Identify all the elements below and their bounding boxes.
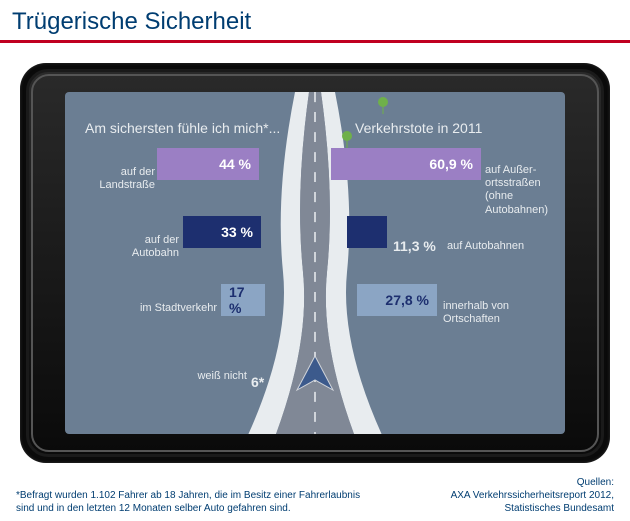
device-screen: Am sichersten fühle ich mich*... Verkehr… <box>65 92 565 434</box>
sources-footnote: Quellen: AXA Verkehrssicherheitsreport 2… <box>394 476 614 515</box>
label-urban-right: innerhalb vonOrtschaften <box>443 300 509 326</box>
screen-content: Am sichersten fühle ich mich*... Verkehr… <box>65 92 565 434</box>
value-left-autobahn: 33 % <box>221 224 253 240</box>
value-left-country-road: 44 % <box>219 156 251 172</box>
bar-right-rural: 60,9 % <box>331 148 481 180</box>
value-left-urban: 17 % <box>229 284 257 316</box>
label-autobahn-left: auf derAutobahn <box>65 234 179 260</box>
gps-device-frame: Am sichersten fühle ich mich*... Verkehr… <box>20 63 610 463</box>
device-bezel: Am sichersten fühle ich mich*... Verkehr… <box>26 69 604 457</box>
value-right-autobahn: 11,3 % <box>393 238 436 254</box>
balloon-icon <box>377 96 389 114</box>
page-title: Trügerische Sicherheit <box>12 8 618 36</box>
nav-arrow-icon <box>295 354 335 394</box>
label-unknown: weiß nicht <box>65 370 247 383</box>
value-unknown: 6* <box>251 374 264 390</box>
balloon-icon <box>341 130 353 148</box>
bar-left-country-road: 44 % <box>157 148 259 180</box>
bar-right-urban: 27,8 % <box>357 284 437 316</box>
sources-label: Quellen: <box>394 476 614 489</box>
survey-heading: Am sichersten fühle ich mich*... <box>85 120 280 136</box>
label-autobahn-right: auf Autobahnen <box>447 240 524 253</box>
bar-left-autobahn: 33 % <box>183 216 261 248</box>
label-rural: auf Außer-ortsstraßen(ohneAutobahnen) <box>485 164 548 217</box>
label-country-road: auf derLandstraße <box>65 166 155 192</box>
sources-text: AXA Verkehrssicherheitsreport 2012, Stat… <box>394 489 614 515</box>
fatalities-heading: Verkehrstote in 2011 <box>355 120 482 136</box>
bar-left-urban: 17 % <box>221 284 265 316</box>
bar-right-autobahn <box>347 216 387 248</box>
survey-footnote: *Befragt wurden 1.102 Fahrer ab 18 Jahre… <box>16 489 396 515</box>
value-right-rural: 60,9 % <box>429 156 473 172</box>
header: Trügerische Sicherheit <box>0 0 630 43</box>
label-urban-left: im Stadtverkehr <box>65 302 217 315</box>
value-right-urban: 27,8 % <box>385 292 429 308</box>
